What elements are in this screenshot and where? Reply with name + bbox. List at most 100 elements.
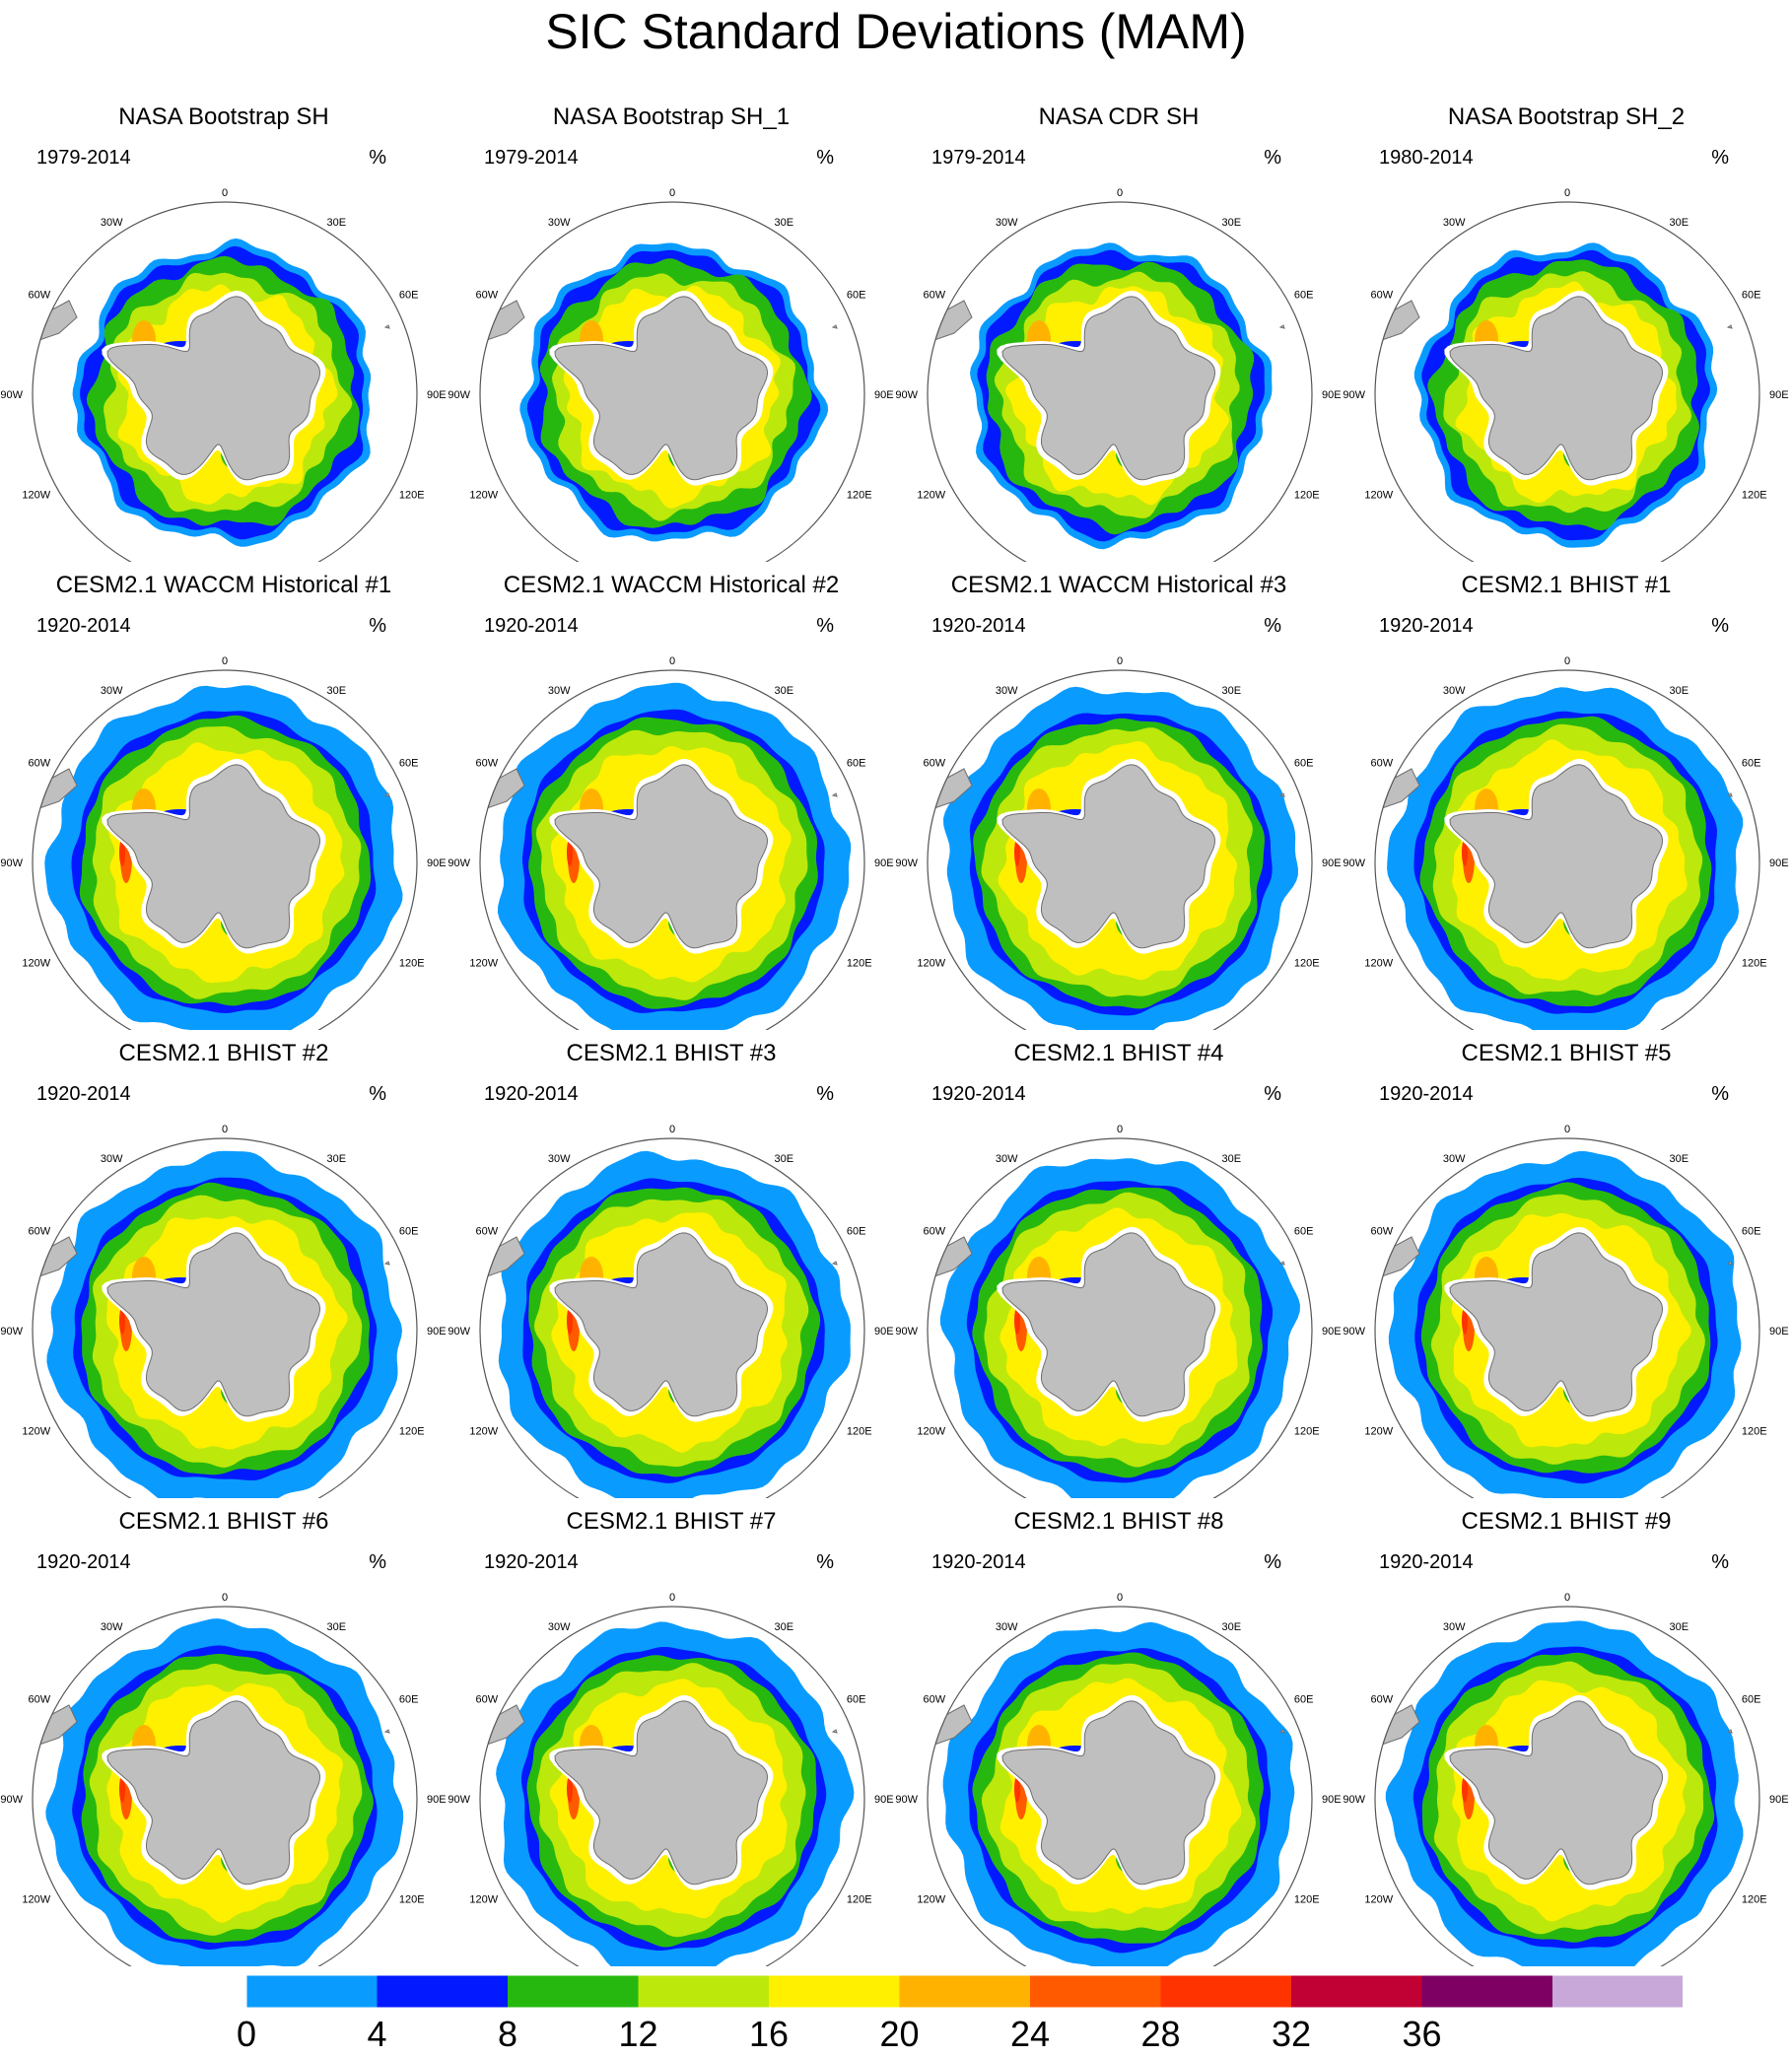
polar-map: 030E60E90E120E150E180150W120W90W60W30W (448, 655, 894, 1030)
longitude-label: 120W (917, 1426, 945, 1438)
colorbar-tick-label: 28 (1140, 2014, 1180, 2052)
longitude-label: 90W (895, 389, 918, 401)
longitude-label: 0 (222, 1124, 228, 1135)
longitude-label: 90W (0, 1326, 23, 1337)
longitude-label: 30E (1670, 685, 1689, 697)
longitude-label: 120W (469, 958, 498, 970)
panel-period: 1920-2014 (484, 615, 579, 637)
longitude-label: 60W (1370, 1694, 1393, 1706)
colorbar-swatch (899, 1975, 1030, 2008)
longitude-label: 60W (1370, 1226, 1393, 1238)
panel-units: % (1711, 1083, 1729, 1105)
map-panel: 030E60E90E120E150E180150W120W90W60W30WCE… (0, 1030, 448, 1498)
polar-map: 030E60E90E120E150E180150W120W90W60W30W (1343, 1124, 1789, 1498)
longitude-label: 30W (1443, 1153, 1466, 1165)
longitude-label: 60W (1370, 758, 1393, 770)
panel-units: % (369, 1083, 386, 1105)
polar-map: 030E60E90E120E150E180150W120W90W60W30W (1343, 1592, 1789, 1966)
longitude-label: 120E (847, 490, 872, 502)
longitude-label: 120E (1294, 1894, 1320, 1906)
map-panel: 030E60E90E120E150E180150W120W90W60W30WCE… (448, 562, 895, 1030)
map-boundary (927, 1137, 1313, 1498)
panel-units: % (369, 1551, 386, 1573)
panel-units: % (369, 147, 386, 169)
longitude-label: 90E (1769, 1326, 1789, 1337)
panel-units: % (1264, 1083, 1281, 1105)
longitude-label: 120W (917, 1894, 945, 1906)
longitude-label: 120E (1742, 1894, 1767, 1906)
colorbar-swatch (246, 1975, 378, 2008)
sic-hotspot (119, 839, 125, 866)
map-boundary (479, 201, 865, 562)
longitude-label: 120W (469, 490, 498, 502)
panel-title: CESM2.1 BHIST #4 (1013, 1040, 1224, 1066)
longitude-label: 0 (1117, 1124, 1123, 1135)
longitude-label: 60W (475, 290, 498, 302)
longitude-label: 120E (1294, 490, 1320, 502)
colorbar-tick-label: 8 (498, 2014, 517, 2052)
longitude-label: 90E (1322, 389, 1342, 401)
map-panel: 030E60E90E120E150E180150W120W90W60W30WCE… (1343, 1030, 1790, 1498)
polar-map: 030E60E90E120E150E180150W120W90W60W30W (0, 1592, 447, 1966)
polar-map: 030E60E90E120E150E180150W120W90W60W30W (1343, 655, 1789, 1030)
antarctica-land (106, 1232, 321, 1417)
panel-title: CESM2.1 BHIST #6 (118, 1508, 329, 1535)
longitude-label: 90E (1322, 857, 1342, 869)
longitude-label: 60E (399, 758, 419, 770)
longitude-label: 60E (1742, 758, 1761, 770)
longitude-label: 120E (847, 1426, 872, 1438)
longitude-label: 30E (327, 1153, 347, 1165)
longitude-label: 90W (0, 1794, 23, 1806)
kerguelen-land (831, 1261, 838, 1266)
colorbar-tick-label: 24 (1010, 2014, 1050, 2052)
longitude-label: 60E (399, 290, 419, 302)
longitude-label: 120W (1364, 1894, 1393, 1906)
longitude-label: 90E (1769, 1794, 1789, 1806)
panel-title: CESM2.1 BHIST #1 (1461, 572, 1672, 598)
longitude-label: 30W (548, 217, 571, 229)
longitude-label: 60E (1294, 758, 1314, 770)
longitude-label: 30W (101, 1621, 123, 1633)
panel-period: 1920-2014 (484, 1551, 579, 1573)
longitude-label: 90W (895, 1326, 918, 1337)
longitude-label: 60W (475, 1226, 498, 1238)
longitude-label: 90W (448, 1326, 470, 1337)
polar-map: 030E60E90E120E150E180150W120W90W60W30W (0, 187, 447, 562)
longitude-label: 30E (1222, 1153, 1242, 1165)
panel-units: % (1711, 615, 1729, 637)
colorbar-tick-label: 32 (1272, 2014, 1311, 2052)
longitude-label: 120E (1742, 958, 1767, 970)
antarctica-land (1449, 1700, 1664, 1886)
map-boundary (479, 1137, 865, 1498)
longitude-label: 60W (28, 1694, 50, 1706)
longitude-label: 90E (1769, 857, 1789, 869)
longitude-label: 60W (28, 290, 50, 302)
antarctica-land (1001, 1232, 1216, 1417)
sic-hotspot (567, 1775, 573, 1803)
map-panel: 030E60E90E120E150E180150W120W90W60W30WCE… (1343, 562, 1790, 1030)
longitude-label: 60E (1742, 1226, 1761, 1238)
longitude-label: 0 (1564, 1592, 1570, 1604)
sic-hotspot (1462, 1307, 1468, 1335)
map-panel: 030E60E90E120E150E180150W120W90W60W30WCE… (895, 1030, 1343, 1498)
longitude-label: 60W (923, 758, 945, 770)
longitude-label: 0 (222, 187, 228, 199)
antarctica-land (554, 1232, 769, 1417)
antarctica-land (1449, 1232, 1664, 1417)
colorbar-svg: 0 4 8 12 16 20 24 28 32 36 (237, 1974, 1684, 2054)
kerguelen-land (1278, 324, 1285, 329)
longitude-label: 120E (1294, 958, 1320, 970)
map-boundary (927, 1606, 1313, 1966)
antarctica-land (554, 1700, 769, 1886)
longitude-label: 30W (101, 1153, 123, 1165)
map-panel: 030E60E90E120E150E180150W120W90W60W30WCE… (448, 1498, 895, 1966)
polar-map: 030E60E90E120E150E180150W120W90W60W30W (895, 1124, 1342, 1498)
kerguelen-land (1726, 324, 1733, 329)
longitude-label: 60E (1742, 1694, 1761, 1706)
longitude-label: 0 (222, 1592, 228, 1604)
sic-hotspot (1462, 1775, 1468, 1803)
longitude-label: 90W (0, 389, 23, 401)
longitude-label: 120W (917, 490, 945, 502)
longitude-label: 30E (1670, 1153, 1689, 1165)
longitude-label: 0 (1564, 655, 1570, 667)
